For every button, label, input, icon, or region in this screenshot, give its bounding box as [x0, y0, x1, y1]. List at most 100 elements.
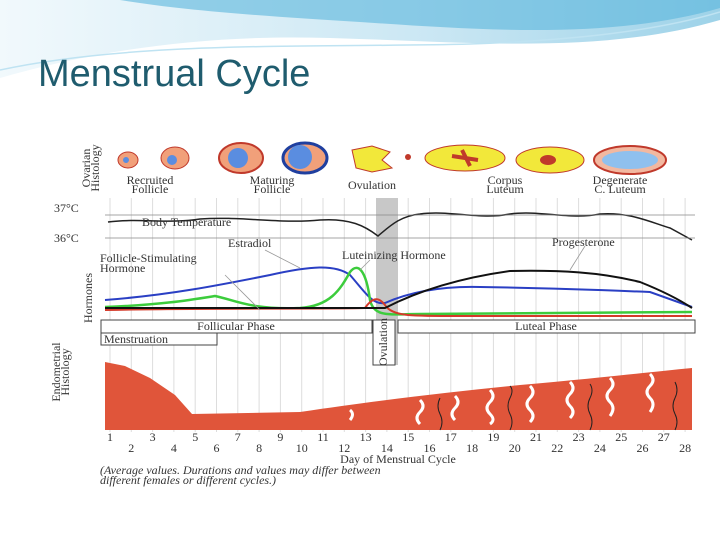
day-label: 15	[402, 430, 414, 444]
shape	[565, 380, 575, 420]
day-label: 17	[445, 430, 457, 444]
temp-label: Body Temperature	[142, 215, 231, 229]
day-label: 23	[573, 430, 585, 444]
stage-label: Maturing	[250, 173, 295, 187]
day-label: 21	[530, 430, 542, 444]
day-label: 1	[107, 430, 113, 444]
day-label: 22	[551, 441, 563, 455]
ovulation-icon	[351, 145, 394, 173]
day-label: 5	[192, 430, 198, 444]
day-label: 28	[679, 441, 691, 455]
temp-low: 36°C	[54, 231, 79, 245]
day-label: 2	[128, 441, 134, 455]
ovary-axis-label: Histology	[88, 144, 102, 191]
note: different females or different cycles.)	[100, 473, 276, 487]
degenerate-icon	[602, 151, 658, 169]
stage-label: Recruited	[127, 173, 174, 187]
day-label: 4	[171, 441, 177, 455]
stage-label: Ovulation	[348, 178, 396, 192]
ovary-icons	[117, 141, 667, 175]
stage-label: Corpus	[488, 173, 523, 187]
luteal-label: Luteal Phase	[515, 319, 577, 333]
day-label: 6	[214, 441, 220, 455]
day-label: 20	[509, 441, 521, 455]
wave-line	[0, 11, 720, 71]
shape	[450, 394, 460, 422]
follicle-icon	[288, 145, 312, 169]
stage-label: Luteum	[486, 182, 524, 196]
shape	[645, 372, 655, 413]
progesterone-label: Progesterone	[552, 235, 615, 249]
shape	[415, 398, 425, 426]
lh-curve	[104, 266, 693, 316]
progesterone-curve	[105, 269, 693, 309]
follicle-icon	[123, 157, 129, 163]
ovulation-phase-label: Ovulation	[376, 318, 390, 366]
header-wave	[0, 0, 720, 78]
shape	[348, 408, 354, 421]
day-label: 11	[317, 430, 329, 444]
shape	[264, 249, 301, 269]
diagram: 1234567891011121314151617181920212223242…	[49, 141, 696, 490]
shape	[525, 384, 535, 424]
wave	[120, 0, 720, 31]
ovulation-box	[372, 319, 396, 366]
day-label: 3	[150, 430, 156, 444]
corpus-luteum-icon	[451, 149, 479, 167]
stage-label: Follicle	[132, 182, 169, 196]
fsh-label: Follicle-Stimulating	[100, 251, 197, 265]
day-label: 12	[338, 441, 350, 455]
endometrial-arteries	[437, 381, 678, 431]
follicle-icon	[228, 148, 248, 168]
shape	[507, 385, 513, 431]
day-label: 13	[360, 430, 372, 444]
day-label: 18	[466, 441, 478, 455]
day-label: 25	[615, 430, 627, 444]
endometrial-glands	[348, 372, 655, 426]
day-label: 19	[487, 430, 499, 444]
day-label: 14	[381, 441, 393, 455]
menstruation-label: Menstruation	[104, 332, 168, 346]
shape	[485, 388, 495, 426]
shape	[437, 397, 443, 431]
stage-label: C. Luteum	[594, 182, 646, 196]
shape	[672, 381, 678, 431]
follicular-label: Follicular Phase	[197, 319, 275, 333]
day-label: 10	[296, 441, 308, 455]
day-label: 24	[594, 441, 606, 455]
estradiol-label: Estradiol	[228, 236, 272, 250]
day-label: 7	[235, 430, 241, 444]
stage-label: Degenerate	[593, 173, 648, 187]
day-label: 26	[637, 441, 649, 455]
shape	[224, 274, 261, 311]
luteal-box	[397, 319, 696, 334]
lh-label: Luteinizing Hormone	[342, 248, 446, 262]
ovary-axis-label: Ovarian	[79, 149, 93, 188]
stage-label: Follicle	[254, 182, 291, 196]
shape	[359, 259, 371, 271]
labels: 1234567891011121314151617181920212223242…	[49, 144, 691, 487]
day-label: 27	[658, 430, 670, 444]
note: (Average values. Durations and values ma…	[100, 463, 381, 477]
ovum-icon	[405, 154, 411, 160]
fsh-label: Hormone	[100, 261, 145, 275]
x-axis-label: Day of Menstrual Cycle	[340, 452, 456, 466]
leader-lines	[224, 245, 586, 311]
menstruation-box	[100, 332, 218, 346]
endometrium-axis-label: Histology	[58, 348, 72, 395]
shape	[569, 245, 586, 271]
shape	[587, 383, 593, 431]
follicle-icon	[167, 155, 177, 165]
day-label: 16	[424, 441, 436, 455]
temp-high: 37°C	[54, 201, 79, 215]
follicular-box	[100, 319, 373, 334]
endometrium-axis-label: Endometrial	[49, 342, 63, 402]
endometrium	[105, 362, 692, 430]
shape	[605, 376, 615, 417]
slide-title: Menstrual Cycle	[38, 53, 310, 95]
day-label: 9	[277, 430, 283, 444]
hormones-axis-label: Hormones	[81, 273, 95, 323]
corpus-luteum-icon	[540, 155, 556, 165]
